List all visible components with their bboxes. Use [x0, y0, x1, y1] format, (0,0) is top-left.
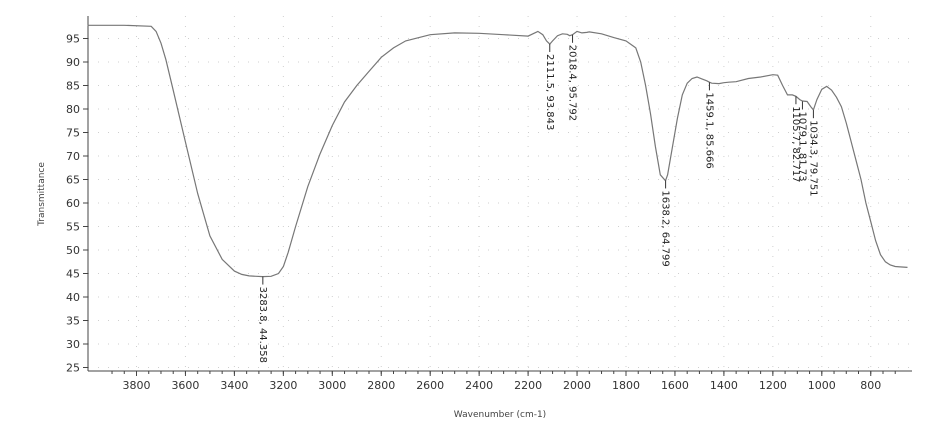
peak-label: 2018.4, 95.792: [567, 45, 578, 121]
peak-label: 1034.3, 79.751: [807, 120, 818, 196]
peak-label: 1638.2, 64.799: [660, 190, 671, 266]
x-tick-label: 3400: [220, 379, 248, 392]
series-group: [87, 24, 908, 278]
x-tick-label: 1400: [710, 379, 738, 392]
x-tick-label: 3200: [269, 379, 297, 392]
y-tick-label: 85: [66, 80, 80, 93]
x-tick-label: 3800: [123, 379, 151, 392]
x-tick-label: 1800: [612, 379, 640, 392]
y-axis-label: Transmittance: [37, 162, 47, 227]
annotations: 3283.8, 44.358 2111.5, 93.843 2018.4, 95.7…: [257, 34, 818, 363]
x-tick-label: 2000: [563, 379, 591, 392]
spectrum-line: [87, 24, 908, 278]
x-tick-label: 2800: [367, 379, 395, 392]
y-tick-label: 75: [66, 127, 80, 140]
peak-label: 3283.8, 44.358: [257, 287, 268, 363]
y-tick-label: 60: [66, 197, 80, 210]
y-tick-label: 35: [66, 315, 80, 328]
x-tick-label: 800: [860, 379, 881, 392]
y-tick-label: 65: [66, 174, 80, 187]
x-tick-label: 3000: [318, 379, 346, 392]
x-tick-label: 1200: [759, 379, 787, 392]
axes: [87, 16, 912, 372]
y-tick-label: 55: [66, 221, 80, 234]
x-ticks: 3800 3600 3400 3200 3000 2800 2600 2400 2200 2000…: [111, 371, 896, 392]
grid: [88, 16, 912, 371]
peak-label: 1105.7, 82.717: [790, 106, 801, 182]
y-tick-label: 30: [66, 338, 80, 351]
y-tick-label: 40: [66, 291, 80, 304]
x-tick-label: 2200: [514, 379, 542, 392]
y-tick-label: 90: [66, 56, 80, 69]
y-tick-label: 50: [66, 244, 80, 257]
y-tick-label: 70: [66, 150, 80, 163]
y-tick-label: 95: [66, 33, 80, 46]
y-ticks: 25 30 35 40 45 50 55 60 65 70 75 80 85 90 95: [66, 33, 88, 375]
peak-label: 1459.1, 85.666: [703, 92, 714, 168]
x-tick-label: 2600: [416, 379, 444, 392]
x-tick-label: 3600: [171, 379, 199, 392]
y-tick-label: 45: [66, 268, 80, 281]
x-tick-label: 2400: [465, 379, 493, 392]
peak-label: 2111.5, 93.843: [544, 54, 555, 130]
y-tick-label: 25: [66, 362, 80, 375]
peak-label: 1079.1, 81.73: [796, 112, 807, 182]
y-tick-label: 80: [66, 103, 80, 116]
x-tick-label: 1600: [661, 379, 689, 392]
x-tick-label: 1000: [808, 379, 836, 392]
x-axis-label: Wavenumber (cm-1): [454, 410, 546, 420]
